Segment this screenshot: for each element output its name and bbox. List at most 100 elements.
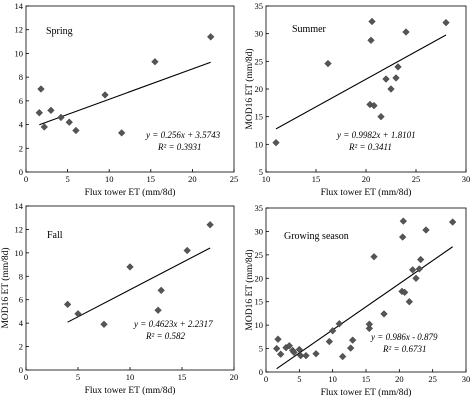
- y-tick-label: 0: [19, 167, 23, 177]
- data-point: [422, 226, 430, 234]
- y-tick-label: 25: [255, 56, 264, 66]
- data-point: [206, 221, 214, 229]
- y-tick-label: 6: [19, 96, 23, 106]
- x-tick-label: 5: [76, 372, 80, 382]
- x-tick-label: 25: [412, 174, 421, 184]
- data-point: [72, 126, 80, 135]
- data-point: [348, 336, 357, 344]
- data-point: [65, 118, 73, 126]
- scatter-panel-3: 0 5 10 15 20 0 2 4 6 8 10 12 14 Flux tower ET (mm/8d)…: [0, 201, 238, 396]
- data-point: [382, 75, 390, 83]
- x-tick-label: 20: [188, 174, 197, 184]
- data-point: [387, 85, 395, 93]
- data-point: [400, 288, 409, 297]
- data-point: [151, 58, 159, 66]
- data-point: [366, 100, 374, 109]
- regression-line: [275, 34, 447, 130]
- y-tick-label: 0: [259, 367, 263, 377]
- y-tick-label: 8: [19, 271, 23, 281]
- x-tick-label: 15: [362, 374, 371, 384]
- data-point: [207, 33, 215, 41]
- x-tick-label: 0: [264, 374, 268, 384]
- x-tick-label: 0: [24, 372, 28, 382]
- regression-equation: y = 0.986x - 0.879: [370, 332, 438, 342]
- regression-equation: y = 0.256x + 3.5743: [145, 130, 221, 140]
- data-point: [272, 138, 280, 147]
- x-axis-label: Flux tower ET (mm/8d): [321, 387, 412, 398]
- y-tick-label: 10: [255, 139, 264, 149]
- x-tick-label: 25: [428, 374, 437, 384]
- y-tick-label: 4: [19, 318, 24, 328]
- data-point: [302, 351, 310, 360]
- y-tick-label: 12: [15, 224, 24, 234]
- y-tick-label: 5: [259, 167, 263, 177]
- data-point: [365, 324, 374, 333]
- y-tick-label: 2: [19, 143, 23, 153]
- y-tick-label: 20: [255, 84, 264, 94]
- data-point: [394, 63, 402, 71]
- panel-title: Summer: [292, 24, 327, 35]
- panel-title: Growing season: [284, 231, 349, 242]
- data-point: [157, 286, 165, 295]
- data-point: [117, 129, 126, 137]
- x-tick-label: 5: [297, 374, 301, 384]
- data-point: [365, 320, 374, 328]
- data-point: [338, 352, 347, 361]
- plot-frame: [25, 5, 235, 173]
- data-point: [290, 348, 298, 357]
- data-point: [405, 298, 414, 306]
- x-axis-label: Flux tower ET (mm/8d): [321, 187, 412, 198]
- y-tick-label: 10: [15, 248, 24, 258]
- y-tick-label: 2: [19, 342, 23, 352]
- data-point: [126, 263, 134, 271]
- data-point: [328, 327, 337, 335]
- data-point: [183, 246, 191, 255]
- data-point: [100, 320, 108, 328]
- data-point: [312, 350, 320, 358]
- data-point: [416, 255, 425, 264]
- y-tick-label: 25: [255, 250, 264, 260]
- r-squared-label: R² = 0.3931: [157, 142, 202, 152]
- x-tick-label: 30: [462, 374, 471, 384]
- y-tick-label: 10: [255, 320, 264, 330]
- data-point: [35, 109, 43, 117]
- data-point: [448, 218, 457, 226]
- data-point: [101, 91, 109, 99]
- data-point: [40, 123, 48, 131]
- x-tick-label: 0: [24, 174, 28, 184]
- y-tick-label: 6: [19, 295, 23, 305]
- panel-title: Fall: [47, 230, 63, 241]
- regression-equation: y = 0.9982x + 1.8101: [336, 130, 416, 140]
- regression-line: [39, 61, 211, 126]
- data-point: [154, 306, 162, 314]
- data-point: [380, 310, 388, 318]
- data-point: [370, 253, 378, 261]
- x-tick-label: 10: [262, 174, 271, 184]
- x-tick-label: 30: [462, 174, 471, 184]
- y-tick-label: 14: [15, 1, 24, 11]
- y-tick-label: 35: [255, 203, 264, 213]
- data-point: [367, 36, 375, 44]
- y-tick-label: 5: [259, 344, 263, 354]
- y-tick-label: 15: [255, 112, 264, 122]
- x-tick-label: 15: [147, 174, 156, 184]
- data-point: [412, 274, 420, 282]
- data-point: [74, 310, 82, 318]
- data-point: [272, 344, 281, 353]
- y-axis-label: MOD16 ET (mm/8d): [244, 249, 255, 330]
- x-tick-label: 10: [105, 174, 114, 184]
- x-tick-label: 20: [362, 174, 371, 184]
- data-point: [442, 18, 450, 27]
- data-point: [325, 337, 334, 346]
- data-point: [399, 217, 408, 225]
- regression-equation: y = 0.4623x + 2.2317: [133, 319, 213, 329]
- scatter-panel-4: 0 5 10 15 20 25 30 0 5 10 15 20 25 30 35 Flux tower ET …: [244, 203, 470, 398]
- x-tick-label: 20: [395, 374, 404, 384]
- y-tick-label: 20: [255, 273, 264, 283]
- regression-line: [67, 247, 211, 323]
- y-tick-label: 35: [255, 1, 264, 11]
- x-tick-label: 5: [65, 174, 69, 184]
- r-squared-label: R² = 0.6731: [382, 344, 427, 354]
- y-tick-label: 0: [19, 365, 23, 375]
